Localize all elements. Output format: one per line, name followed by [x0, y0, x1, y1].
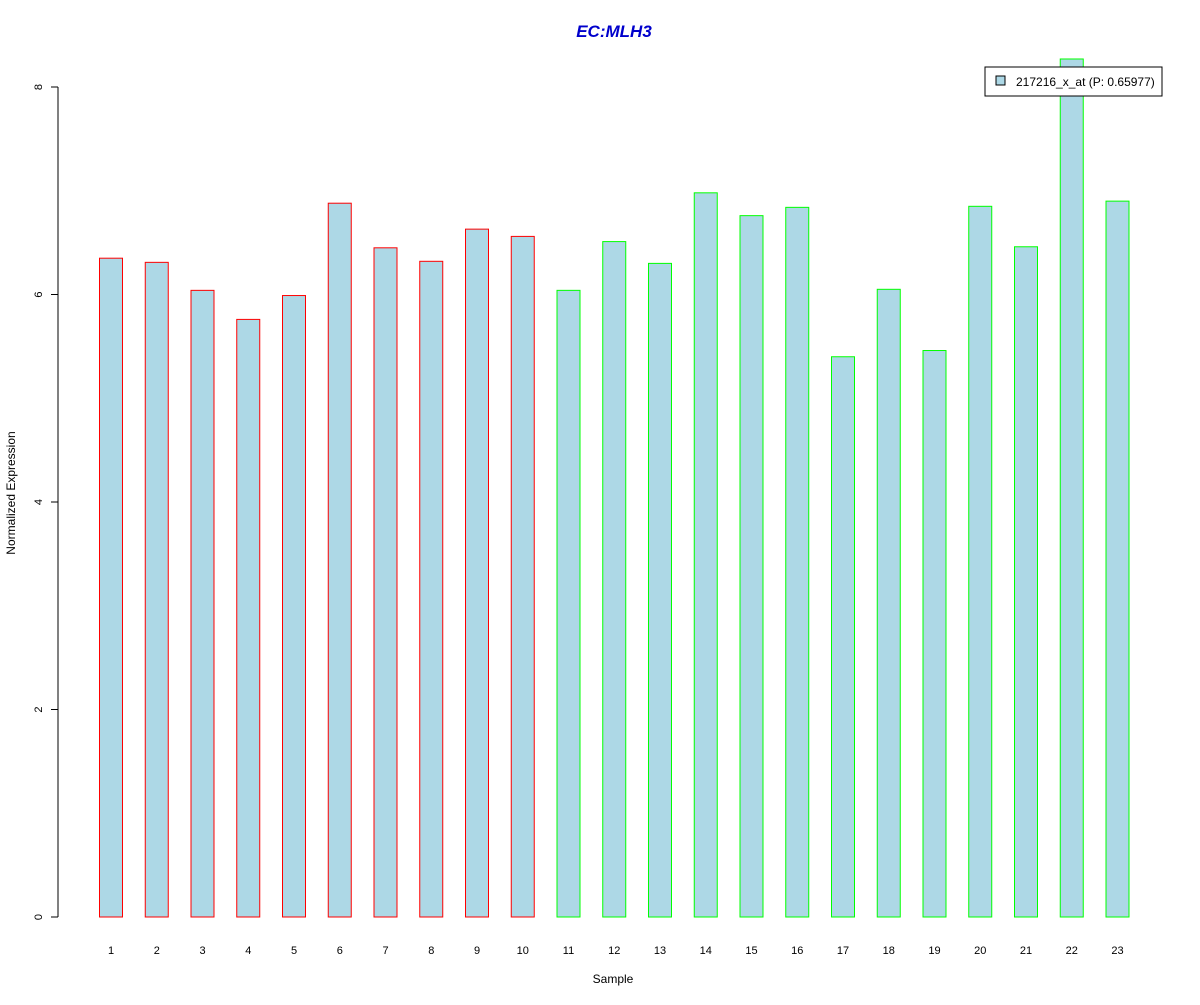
x-tick-label: 7: [382, 945, 388, 957]
x-tick-label: 12: [608, 945, 620, 957]
legend: 217216_x_at (P: 0.65977): [984, 66, 1163, 97]
bar-sample-3: [190, 289, 215, 918]
bar-sample-19: [922, 350, 947, 918]
x-tick-label: 14: [700, 945, 712, 957]
bar-sample-20: [968, 205, 993, 918]
bar-sample-4: [236, 318, 261, 918]
x-axis-label: Sample: [593, 972, 634, 986]
x-tick-label: 3: [199, 945, 205, 957]
x-tick-label: 6: [337, 945, 343, 957]
bar-sample-2: [144, 261, 169, 918]
bar-sample-22: [1059, 58, 1084, 918]
x-axis-ticks: 1 2 3 4 5 6 7 8 9 10 11 12 13 14 15 16 17 18 19 20 21 22 23: [108, 945, 1124, 957]
bar-sample-18: [876, 288, 901, 918]
x-tick-label: 13: [654, 945, 666, 957]
x-tick-label: 11: [563, 945, 574, 957]
bar-sample-16: [785, 206, 810, 918]
y-tick-label: 4: [33, 499, 45, 505]
legend-box: [984, 66, 1163, 97]
bar-sample-10: [510, 235, 535, 918]
y-tick-label: 0: [33, 914, 45, 920]
x-tick-label: 21: [1020, 945, 1032, 957]
bar-sample-14: [693, 192, 718, 918]
x-tick-label: 8: [428, 945, 434, 957]
x-tick-label: 20: [974, 945, 986, 957]
bars: [99, 58, 1130, 918]
x-tick-label: 15: [745, 945, 757, 957]
x-tick-label: 23: [1111, 945, 1123, 957]
bar-sample-5: [282, 295, 306, 918]
bar-sample-21: [1014, 246, 1038, 918]
y-tick-label: 2: [33, 706, 45, 712]
bar-sample-9: [465, 228, 489, 918]
legend-label: 217216_x_at (P: 0.65977): [1016, 75, 1155, 89]
y-axis-label: Normalized Expression: [4, 431, 18, 554]
bar-sample-11: [556, 289, 581, 918]
bar-sample-12: [602, 241, 627, 918]
bar-sample-17: [831, 356, 855, 918]
bar-sample-1: [99, 257, 123, 918]
x-tick-label: 1: [108, 945, 114, 957]
y-tick-label: 8: [33, 84, 45, 90]
y-axis: 0 2 4 6 8: [33, 84, 59, 920]
legend-swatch: [995, 75, 1006, 86]
x-tick-label: 10: [517, 945, 529, 957]
bar-sample-8: [419, 260, 444, 918]
x-tick-label: 5: [291, 945, 297, 957]
x-tick-label: 19: [928, 945, 940, 957]
chart-title: EC:MLH3: [576, 22, 652, 41]
bar-sample-13: [648, 262, 672, 918]
x-tick-label: 4: [245, 945, 251, 957]
x-tick-label: 18: [883, 945, 895, 957]
x-tick-label: 9: [474, 945, 480, 957]
bar-sample-7: [373, 247, 398, 918]
bar-sample-15: [739, 215, 764, 918]
y-tick-label: 6: [33, 291, 45, 297]
bar-sample-23: [1105, 200, 1130, 918]
x-tick-label: 2: [154, 945, 160, 957]
x-tick-label: 17: [837, 945, 849, 957]
x-tick-label: 16: [791, 945, 803, 957]
bar-sample-6: [327, 202, 352, 918]
x-tick-label: 22: [1066, 945, 1078, 957]
